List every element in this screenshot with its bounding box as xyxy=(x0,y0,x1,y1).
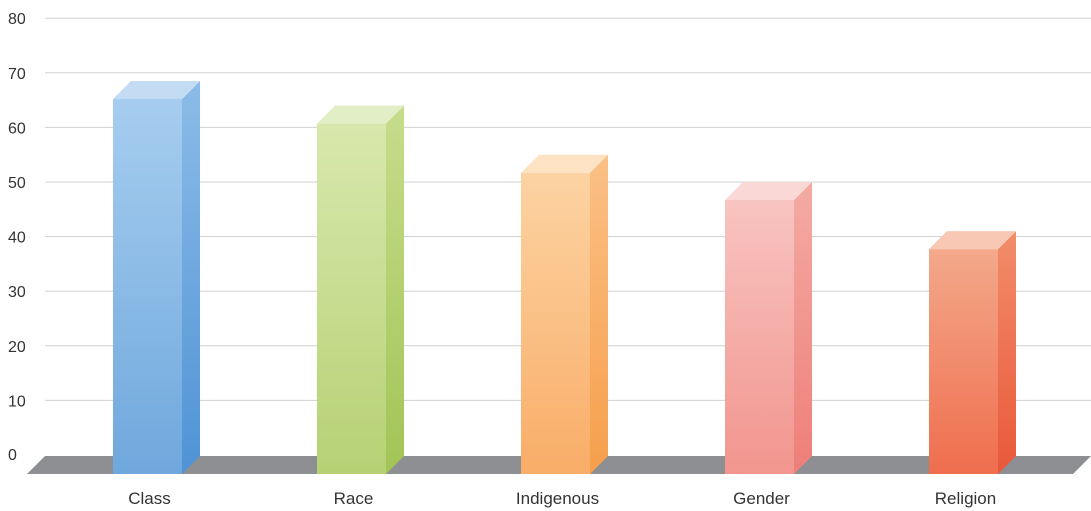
bar-front xyxy=(521,172,590,474)
x-tick-label: Indigenous xyxy=(516,489,599,508)
y-tick-label: 40 xyxy=(8,230,26,247)
y-tick-label: 80 xyxy=(8,11,26,28)
x-tick-label: Race xyxy=(334,489,374,508)
y-tick-label: 30 xyxy=(8,284,26,301)
bar-indigenous xyxy=(521,154,608,474)
bar-top xyxy=(113,80,200,99)
bar-front xyxy=(725,200,794,474)
bar-side xyxy=(182,80,200,475)
x-axis: Class Race Indigenous Gender Religion xyxy=(128,489,996,508)
bar-front xyxy=(929,249,998,474)
x-tick-label: Gender xyxy=(733,489,790,508)
bar-side xyxy=(386,105,404,474)
bar-top xyxy=(725,182,812,200)
bar-class xyxy=(113,80,200,475)
y-tick-label: 20 xyxy=(8,339,26,356)
y-tick-label: 70 xyxy=(8,66,26,83)
bar-front xyxy=(113,98,182,475)
bar-race xyxy=(317,105,404,474)
bar-side xyxy=(998,231,1016,474)
bar-gender xyxy=(725,182,812,474)
bar-top xyxy=(521,154,608,173)
x-tick-label: Religion xyxy=(935,489,996,508)
y-axis: 0 10 20 30 40 50 60 70 80 xyxy=(8,11,26,464)
x-tick-label: Class xyxy=(128,489,171,508)
bar-side xyxy=(590,154,608,474)
bar-side xyxy=(794,182,812,474)
bar-religion xyxy=(929,231,1016,474)
bar-top xyxy=(929,231,1016,250)
bar-top xyxy=(317,105,404,124)
y-tick-label: 50 xyxy=(8,175,26,192)
y-tick-label: 10 xyxy=(8,393,26,410)
bar-front xyxy=(317,123,386,474)
y-tick-label: 60 xyxy=(8,120,26,137)
bars xyxy=(113,80,1016,475)
y-tick-label: 0 xyxy=(8,447,17,464)
